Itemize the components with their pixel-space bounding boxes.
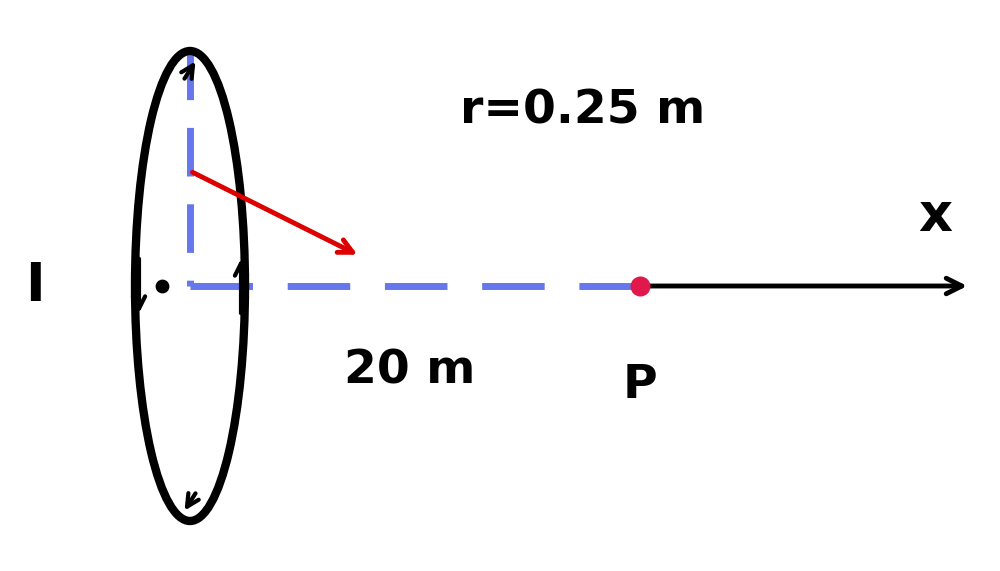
Text: 20 m: 20 m — [344, 348, 476, 393]
Point — [154, 282, 170, 291]
Text: P: P — [623, 364, 657, 408]
Text: x: x — [918, 190, 952, 242]
Text: I: I — [25, 260, 45, 312]
Text: r=0.25 m: r=0.25 m — [460, 89, 705, 134]
Point — [632, 282, 648, 291]
